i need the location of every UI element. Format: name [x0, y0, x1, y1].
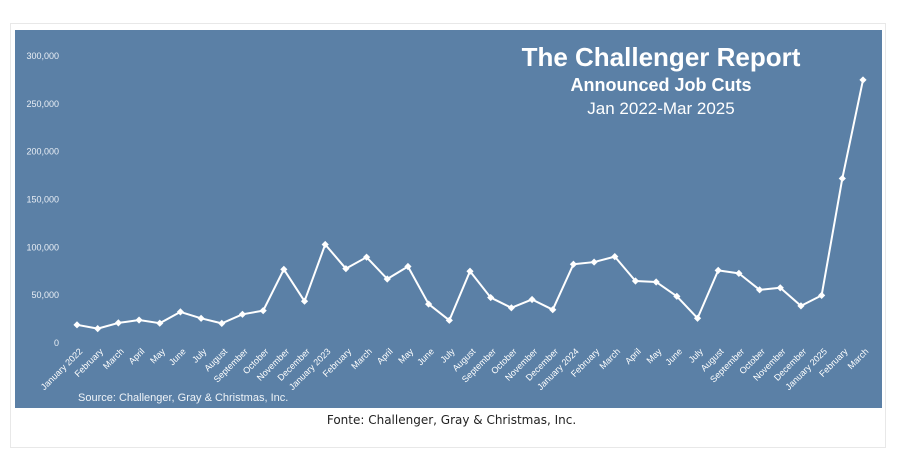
data-point-marker [445, 316, 453, 324]
data-point-marker [714, 266, 722, 274]
data-point-marker [838, 174, 846, 183]
data-point-marker [280, 265, 288, 273]
data-point-marker [631, 277, 640, 285]
x-tick-label: May [644, 346, 663, 365]
data-point-marker [238, 310, 247, 318]
y-tick-label: 50,000 [31, 290, 59, 300]
figure-caption: Fonte: Challenger, Gray & Christmas, Inc… [326, 413, 577, 427]
data-point-marker [383, 275, 391, 283]
data-point-marker [755, 286, 764, 294]
data-point-marker [590, 258, 598, 266]
chart-period: Jan 2022-Mar 2025 [587, 99, 735, 118]
chart-subtitle: Announced Job Cuts [570, 75, 752, 95]
x-tick-label: April [623, 346, 643, 366]
y-tick-label: 200,000 [26, 147, 59, 157]
x-tick-label: March [597, 346, 622, 371]
data-point-marker [300, 297, 309, 305]
data-point-marker [197, 314, 205, 322]
x-tick-label: May [396, 346, 415, 365]
y-tick-label: 250,000 [26, 99, 59, 109]
x-tick-label: June [663, 346, 684, 367]
data-point-marker [176, 308, 185, 316]
x-tick-label: May [148, 346, 167, 365]
data-point-marker [404, 262, 412, 271]
chart-source-note: Source: Challenger, Gray & Christmas, In… [78, 392, 289, 404]
chart-title: The Challenger Report [521, 42, 801, 72]
x-tick-label: March [101, 346, 126, 371]
data-point-marker [156, 319, 164, 327]
job-cuts-line-chart: 0 50,000 100,000 150,000 200,000 250,000 300,0… [26, 51, 871, 392]
data-point-marker [693, 314, 702, 322]
data-point-marker [114, 319, 122, 327]
x-tick-label: March [349, 346, 374, 371]
x-tick-label: March [846, 346, 871, 371]
data-point-marker [73, 321, 81, 329]
y-tick-label: 100,000 [26, 242, 59, 252]
data-point-marker [859, 76, 867, 84]
data-point-marker [569, 260, 578, 268]
data-point-marker [818, 291, 826, 299]
data-point-marker [487, 293, 495, 302]
x-tick-label: June [167, 346, 188, 367]
data-point-marker [507, 304, 515, 312]
data-point-marker [528, 295, 536, 304]
y-tick-label: 150,000 [26, 195, 59, 205]
x-tick-label: April [375, 346, 395, 366]
data-point-marker [259, 307, 267, 315]
x-tick-label: April [127, 346, 147, 366]
chart-background [15, 30, 882, 408]
data-point-marker [342, 265, 350, 273]
chart-title-block: The Challenger Report Announced Job Cuts… [471, 41, 851, 121]
data-point-marker [362, 253, 371, 261]
data-point-marker [797, 302, 805, 310]
data-point-marker [94, 325, 102, 333]
y-tick-label: 300,000 [26, 51, 59, 61]
data-point-marker [776, 284, 784, 292]
data-point-marker [549, 306, 557, 314]
data-point-marker [466, 267, 474, 275]
data-point-marker [425, 300, 433, 308]
data-point-marker [652, 278, 660, 286]
data-point-marker [321, 240, 329, 249]
plot-area [73, 76, 867, 333]
y-axis: 0 50,000 100,000 150,000 200,000 250,000 300,0… [26, 51, 59, 348]
data-point-marker [218, 319, 226, 327]
data-point-marker [673, 292, 681, 300]
data-point-marker [135, 316, 143, 324]
x-tick-label: June [415, 346, 436, 367]
data-point-marker [735, 269, 743, 277]
data-point-marker [611, 253, 619, 261]
y-tick-label: 0 [54, 338, 59, 348]
